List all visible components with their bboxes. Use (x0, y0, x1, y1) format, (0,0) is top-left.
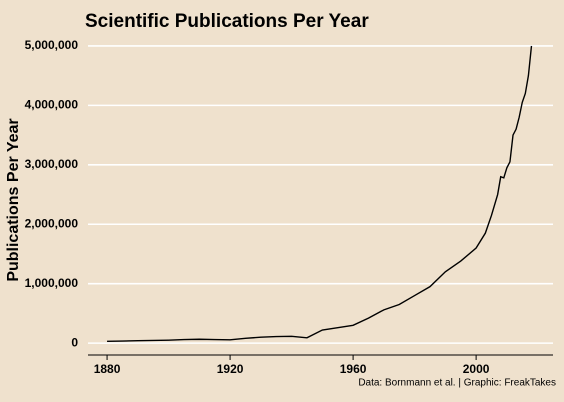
y-axis-label: Publications Per Year (5, 118, 22, 281)
source-note: Data: Bornmann et al. | Graphic: FreakTa… (358, 378, 556, 389)
y-tick-label: 5,000,000 (25, 38, 79, 52)
data-line (107, 45, 533, 343)
y-tick-label: 2,000,000 (25, 216, 79, 230)
y-tick-label: 1,000,000 (25, 276, 79, 290)
y-tick-label: 0 (71, 335, 78, 349)
x-tick-label: 2000 (463, 362, 490, 376)
y-tick-label: 4,000,000 (25, 98, 79, 112)
chart-title: Scientific Publications Per Year (85, 11, 369, 32)
x-tick-label: 1920 (217, 362, 244, 376)
x-tick-label: 1960 (340, 362, 367, 376)
y-tick-label: 3,000,000 (25, 157, 79, 171)
x-tick-label: 1880 (94, 362, 121, 376)
